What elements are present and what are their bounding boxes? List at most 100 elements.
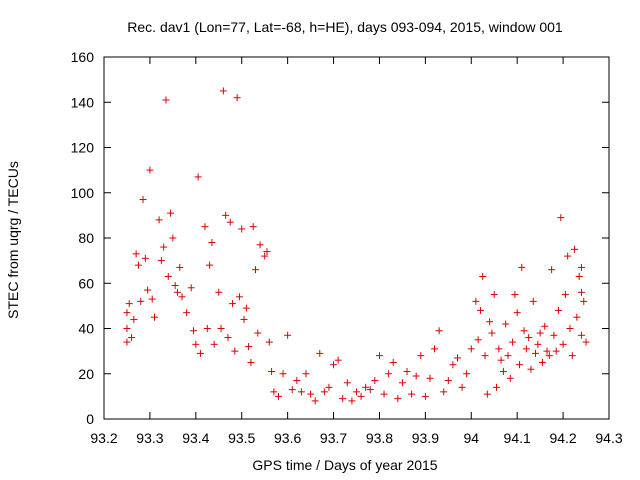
data-point	[128, 334, 136, 342]
data-points	[123, 87, 590, 405]
data-point	[458, 383, 466, 391]
x-tick-label: 93.2	[90, 430, 117, 446]
data-point	[474, 336, 482, 344]
data-point	[219, 87, 227, 95]
data-point	[169, 234, 177, 242]
data-point	[265, 338, 273, 346]
data-point	[167, 209, 175, 217]
x-tick-label: 94.2	[549, 430, 576, 446]
data-point	[190, 327, 198, 335]
data-point	[529, 297, 537, 305]
y-tick-label: 120	[71, 140, 95, 156]
data-point	[536, 329, 544, 337]
data-point	[548, 266, 556, 274]
data-point	[325, 383, 333, 391]
data-point	[171, 282, 179, 290]
data-point	[481, 352, 489, 360]
data-point	[270, 388, 278, 396]
data-point	[164, 272, 172, 280]
data-point	[577, 288, 585, 296]
data-point	[561, 291, 569, 299]
data-point	[307, 390, 315, 398]
data-point	[339, 395, 347, 403]
data-point	[577, 331, 585, 339]
data-point	[134, 261, 142, 269]
x-tick-label: 94	[463, 430, 479, 446]
data-point	[444, 377, 452, 385]
data-point	[389, 358, 397, 366]
data-point	[254, 329, 262, 337]
y-tick-label: 20	[78, 366, 94, 382]
data-point	[274, 392, 282, 400]
data-point	[479, 272, 487, 280]
data-point	[476, 306, 484, 314]
data-point	[449, 361, 457, 369]
data-point	[330, 361, 338, 369]
data-point	[139, 196, 147, 204]
data-point	[483, 390, 491, 398]
data-point	[582, 338, 590, 346]
data-point	[472, 297, 480, 305]
data-point	[497, 356, 505, 364]
data-point	[421, 392, 429, 400]
data-point	[575, 272, 583, 280]
data-point	[571, 245, 579, 253]
data-point	[504, 352, 512, 360]
data-point	[178, 293, 186, 301]
data-point	[493, 383, 501, 391]
data-point	[490, 291, 498, 299]
data-point	[155, 216, 163, 224]
data-point	[545, 352, 553, 360]
data-point	[357, 392, 365, 400]
data-point	[245, 343, 253, 351]
data-point	[385, 370, 393, 378]
data-point	[229, 300, 237, 308]
y-axis-label: STEC from uqrg / TECUs	[5, 161, 21, 319]
data-point	[380, 390, 388, 398]
data-point	[256, 241, 264, 249]
x-tick-label: 94.3	[595, 430, 622, 446]
data-point	[187, 284, 195, 292]
data-point	[573, 313, 581, 321]
data-point	[435, 327, 443, 335]
data-point	[454, 354, 461, 362]
data-point	[146, 166, 154, 174]
data-point	[316, 349, 324, 357]
x-tick-label: 93.8	[366, 430, 393, 446]
data-point	[527, 365, 535, 373]
y-tick-label: 40	[78, 321, 94, 337]
x-tick-label: 93.3	[136, 430, 163, 446]
data-point	[403, 367, 411, 375]
data-point	[541, 322, 549, 330]
data-point	[580, 297, 588, 305]
data-point	[217, 325, 225, 332]
data-point	[123, 325, 131, 332]
data-point	[226, 218, 234, 226]
y-tick-label: 160	[71, 49, 95, 65]
data-point	[224, 334, 232, 342]
data-point	[557, 214, 565, 222]
data-point	[123, 338, 131, 346]
data-point	[566, 325, 574, 332]
data-point	[486, 318, 494, 326]
data-point	[160, 243, 168, 251]
data-point	[247, 358, 255, 366]
data-point	[362, 383, 370, 391]
data-point	[412, 372, 420, 380]
x-tick-label: 93.6	[274, 430, 301, 446]
data-point	[543, 347, 551, 355]
data-point	[297, 388, 305, 396]
data-point	[343, 379, 351, 387]
y-tick-label: 140	[71, 94, 95, 110]
data-point	[538, 358, 546, 366]
data-point	[215, 288, 223, 296]
data-point	[132, 250, 140, 258]
data-point	[532, 349, 540, 357]
data-point	[263, 248, 271, 256]
data-point	[173, 288, 181, 296]
data-point	[196, 349, 204, 357]
data-point	[284, 331, 292, 339]
data-point	[555, 306, 562, 314]
data-point	[240, 315, 248, 323]
data-point	[261, 252, 269, 260]
